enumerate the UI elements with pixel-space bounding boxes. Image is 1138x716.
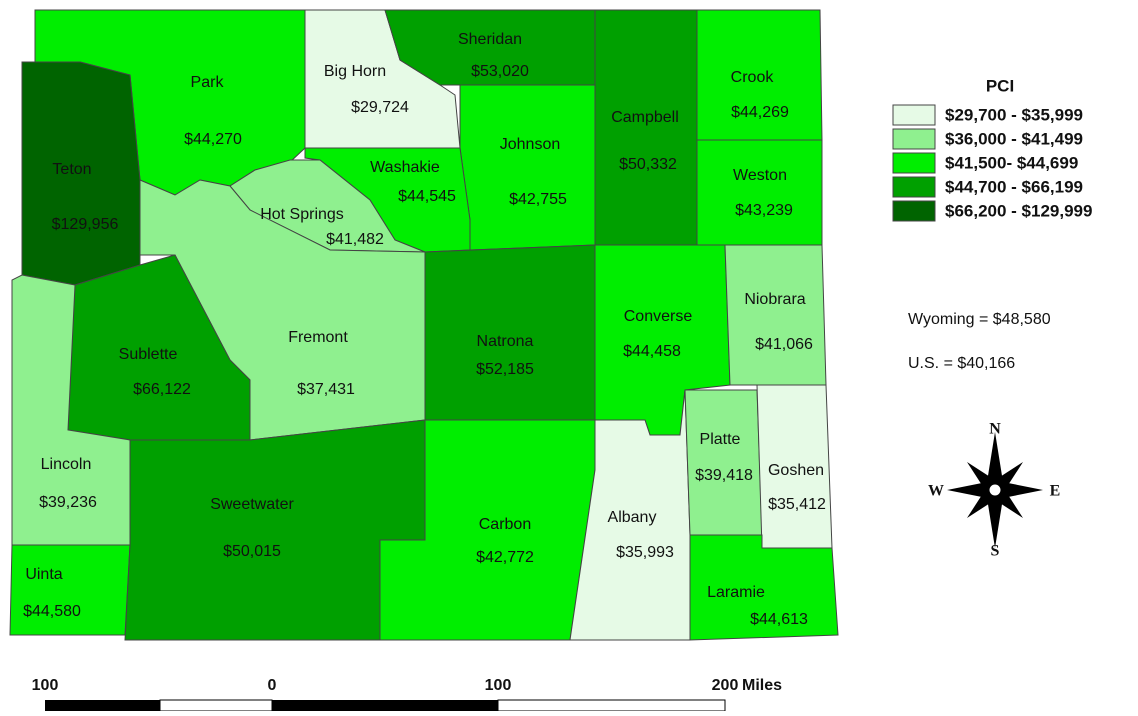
county-pci: $53,020 [471,63,529,80]
county-pci: $43,239 [735,202,793,219]
legend-label: $29,700 - $35,999 [945,105,1083,124]
county-name: Uinta [25,566,62,583]
county-pci: $42,755 [509,191,567,208]
county-pci: $44,270 [184,131,242,148]
county-name: Teton [52,161,91,178]
county-name: Sweetwater [210,496,294,513]
legend-swatch [892,176,936,198]
county-name: Sublette [119,346,178,363]
county [459,84,596,251]
note: Wyoming = $48,580 [908,311,1051,328]
county-pci: $37,431 [297,381,355,398]
county-name: Weston [733,167,787,184]
county-pci: $42,772 [476,549,534,566]
compass-rose [947,432,1043,548]
county [684,389,763,536]
legend-label: $41,500- $44,699 [945,153,1078,172]
scale-label: 100 [32,677,59,694]
county-pci: $35,993 [616,544,674,561]
note: U.S. = $40,166 [908,355,1015,372]
county [9,544,131,636]
labels: Park $44,270 Big Horn $29,724 Sheridan $53,02… [23,31,1092,694]
county-name: Sheridan [458,31,522,48]
county-name: Natrona [477,333,534,350]
scale-unit: Miles [742,677,782,694]
county-name: Big Horn [324,63,386,80]
scale-label: 0 [268,677,277,694]
county-name: Fremont [288,329,348,346]
county-pci: $39,236 [39,494,97,511]
legend-swatch [892,128,936,150]
county-name: Niobrara [744,291,805,308]
county-pci: $35,412 [768,496,826,513]
county-pci: $129,956 [52,216,119,233]
scale-label: 100 [485,677,512,694]
county-name: Park [191,74,225,91]
scale-bar [45,699,726,712]
county-name: Lincoln [41,456,92,473]
legend-title: PCI [986,76,1014,95]
compass-letter: N [989,421,1001,438]
county-name: Albany [608,509,657,526]
county-name: Converse [624,308,693,325]
county-pci: $41,066 [755,336,813,353]
county-pci: $44,613 [750,611,808,628]
compass-letter: S [991,543,1000,560]
legend-label: $36,000 - $41,499 [945,129,1083,148]
legend-label: $44,700 - $66,199 [945,177,1083,196]
county [724,244,827,386]
county-name: Campbell [611,109,679,126]
county-name: Goshen [768,462,824,479]
county-name: Johnson [500,136,561,153]
scale-label: 200 [712,677,739,694]
county-name: Washakie [370,159,440,176]
county-name: Carbon [479,516,531,533]
compass-letter: E [1050,483,1061,500]
county-name: Platte [700,431,741,448]
county-name: Hot Springs [260,206,344,223]
counties [9,9,839,641]
county-pci: $41,482 [326,231,384,248]
county-pci: $52,185 [476,361,534,378]
county-pci: $29,724 [351,99,409,116]
county-pci: $50,332 [619,156,677,173]
county-name: Laramie [707,584,765,601]
county [594,9,698,246]
county [689,534,839,641]
county-pci: $44,545 [398,188,456,205]
legend-swatch [892,104,936,126]
legend-label: $66,200 - $129,999 [945,201,1092,220]
county-pci: $39,418 [695,467,753,484]
county-pci: $66,122 [133,381,191,398]
county-pci: $44,458 [623,343,681,360]
legend-swatch [892,200,936,222]
compass-letter: W [928,483,944,500]
county-name: Crook [731,69,775,86]
legend-swatch [892,152,936,174]
county-pci: $44,580 [23,603,81,620]
county-pci: $50,015 [223,543,281,560]
county [696,139,823,246]
county-pci: $44,269 [731,104,789,121]
